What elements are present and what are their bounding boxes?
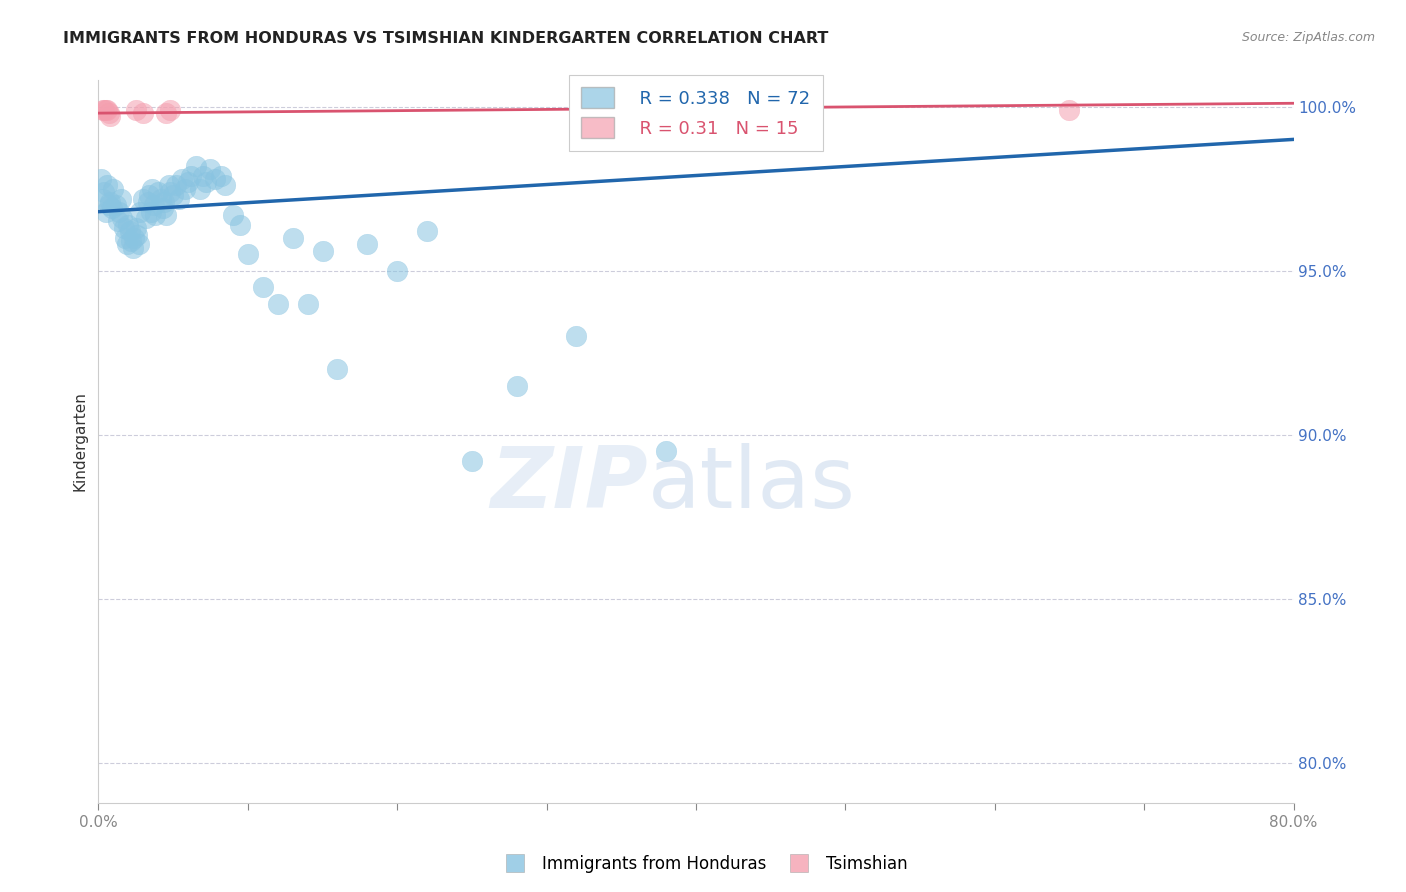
Point <box>311 244 333 258</box>
Point <box>184 159 207 173</box>
Point <box>1059 103 1081 117</box>
Point <box>118 224 141 238</box>
Y-axis label: Kindergarten: Kindergarten <box>72 392 87 491</box>
Point <box>603 103 626 117</box>
Point <box>655 103 678 117</box>
Point <box>97 106 120 120</box>
Point <box>159 103 181 117</box>
Point <box>93 185 115 199</box>
Point <box>506 378 529 392</box>
Point <box>267 296 290 310</box>
Point <box>129 204 152 219</box>
Text: Source: ZipAtlas.com: Source: ZipAtlas.com <box>1241 31 1375 45</box>
Point <box>416 224 439 238</box>
Point <box>132 192 155 206</box>
Point <box>90 171 112 186</box>
Point <box>91 103 114 117</box>
Point <box>297 296 319 310</box>
Point <box>150 192 173 206</box>
Point <box>107 214 129 228</box>
Point <box>281 231 304 245</box>
Point <box>105 198 128 212</box>
Point <box>565 329 588 343</box>
Point <box>141 182 163 196</box>
Point <box>172 171 194 186</box>
Point <box>138 188 160 202</box>
Point <box>143 208 166 222</box>
Point <box>157 178 180 193</box>
Legend:   R = 0.338   N = 72,   R = 0.31   N = 15: R = 0.338 N = 72, R = 0.31 N = 15 <box>569 75 823 151</box>
Point <box>121 241 143 255</box>
Point <box>595 103 617 117</box>
Point <box>98 194 122 209</box>
Point <box>180 169 202 183</box>
Point <box>229 218 252 232</box>
Point <box>98 110 122 124</box>
Point <box>165 178 187 193</box>
Point <box>117 218 139 232</box>
Point <box>112 221 135 235</box>
Point <box>108 204 131 219</box>
Point <box>669 103 692 117</box>
Point <box>188 182 211 196</box>
Point <box>155 208 177 222</box>
Point <box>148 185 170 199</box>
Point <box>127 227 149 242</box>
Point <box>153 194 176 209</box>
Point <box>136 194 159 209</box>
Point <box>111 211 134 226</box>
Point <box>114 231 136 245</box>
Point <box>125 103 148 117</box>
Point <box>124 231 146 245</box>
Point <box>222 208 245 222</box>
Point <box>139 204 162 219</box>
Point <box>91 192 114 206</box>
Point <box>326 362 349 376</box>
Point <box>155 106 177 120</box>
Point <box>195 175 218 189</box>
Point <box>128 237 150 252</box>
Point <box>209 169 232 183</box>
Point <box>385 264 409 278</box>
Point <box>103 182 125 196</box>
Point <box>167 192 190 206</box>
Point <box>204 171 226 186</box>
Point <box>94 204 117 219</box>
Legend: Immigrants from Honduras, Tsimshian: Immigrants from Honduras, Tsimshian <box>492 848 914 880</box>
Point <box>96 178 118 193</box>
Point <box>93 103 115 117</box>
Point <box>162 188 184 202</box>
Point <box>135 211 157 226</box>
Point <box>115 237 138 252</box>
Point <box>97 198 120 212</box>
Point <box>110 192 132 206</box>
Point <box>152 202 174 216</box>
Text: IMMIGRANTS FROM HONDURAS VS TSIMSHIAN KINDERGARTEN CORRELATION CHART: IMMIGRANTS FROM HONDURAS VS TSIMSHIAN KI… <box>63 31 828 46</box>
Point <box>159 185 181 199</box>
Text: atlas: atlas <box>648 443 856 526</box>
Point <box>177 175 200 189</box>
Point <box>214 178 236 193</box>
Point <box>252 280 274 294</box>
Point <box>94 103 117 117</box>
Point <box>461 454 484 468</box>
Point <box>174 182 197 196</box>
Point <box>191 169 214 183</box>
Point <box>655 444 678 458</box>
Point <box>356 237 378 252</box>
Point <box>142 198 165 212</box>
Point <box>101 202 124 216</box>
Point <box>120 234 142 248</box>
Point <box>236 247 259 261</box>
Point <box>132 106 155 120</box>
Point <box>200 161 222 176</box>
Point <box>125 221 148 235</box>
Text: ZIP: ZIP <box>491 443 648 526</box>
Point <box>96 103 118 117</box>
